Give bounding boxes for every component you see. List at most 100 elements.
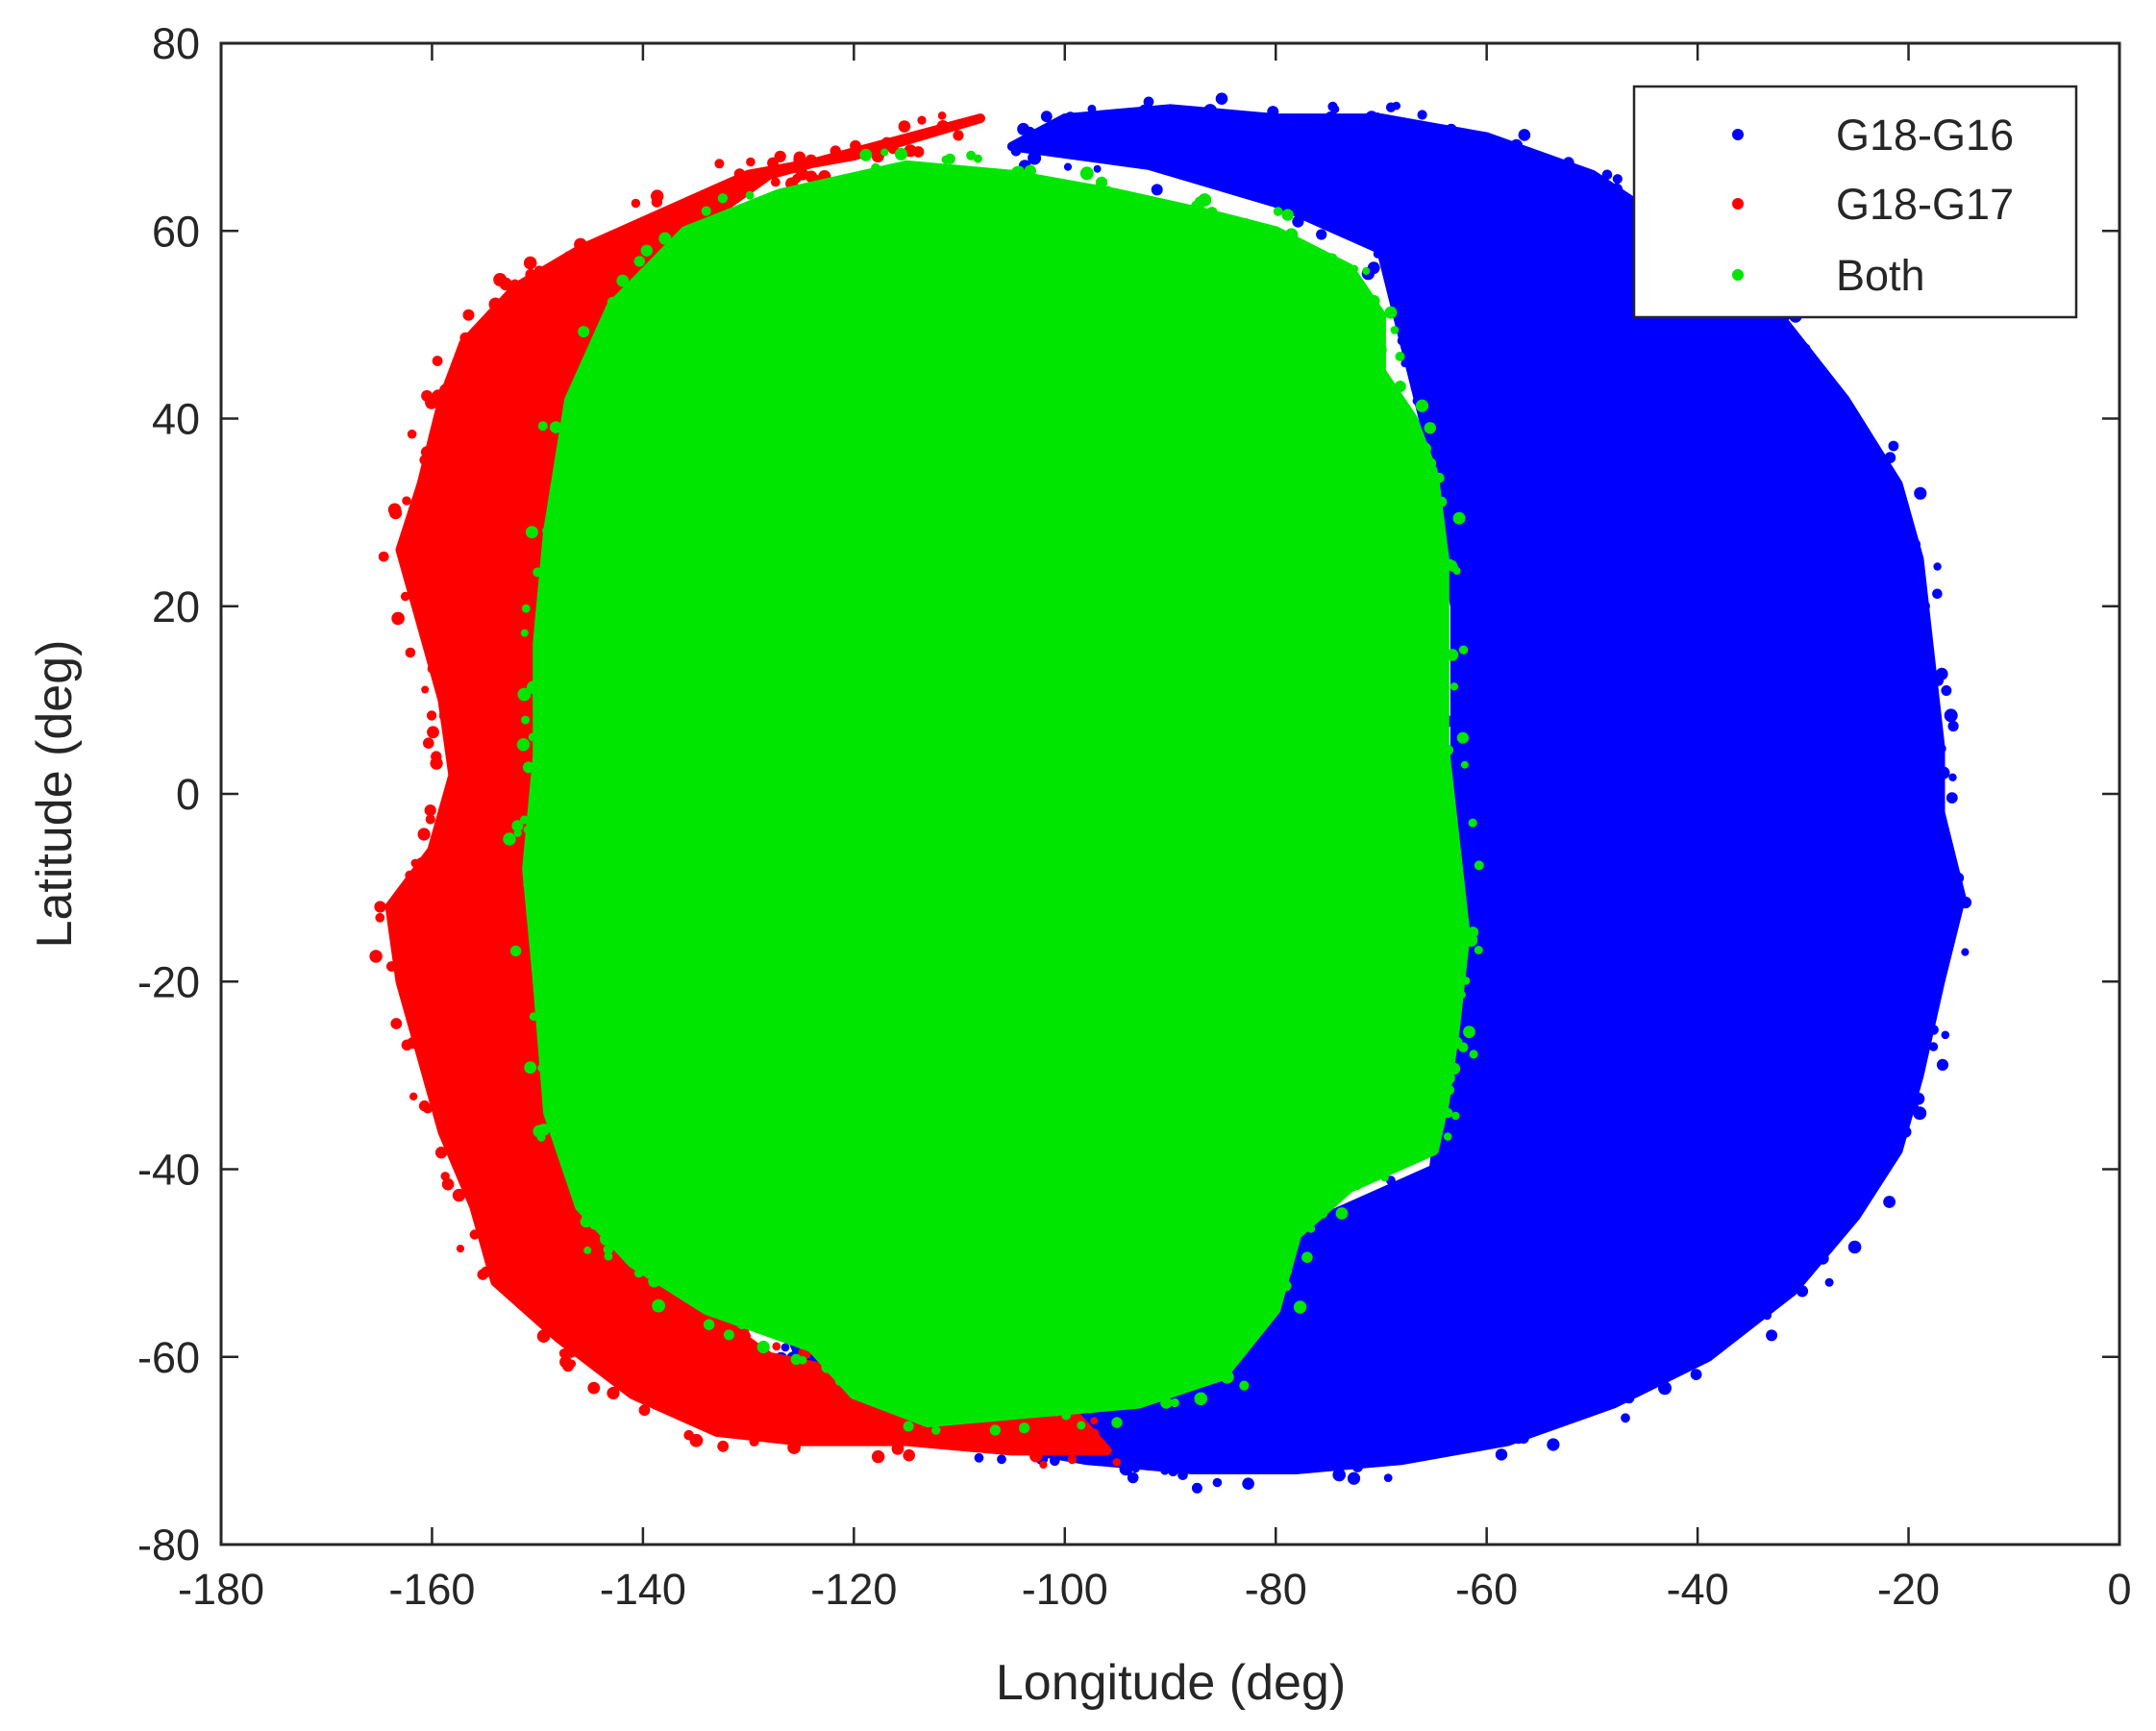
data-point — [821, 1361, 832, 1373]
data-point — [1194, 1392, 1208, 1406]
data-point — [767, 157, 780, 169]
data-point — [869, 168, 880, 179]
data-point — [1896, 562, 1905, 572]
data-point — [1796, 1285, 1809, 1298]
data-point — [1920, 942, 1930, 953]
data-point — [1450, 682, 1459, 691]
data-point — [1460, 760, 1469, 769]
data-point — [1350, 1177, 1363, 1191]
data-point — [1415, 399, 1429, 412]
data-point — [554, 990, 563, 1001]
data-point — [749, 1436, 759, 1447]
data-point — [424, 804, 436, 817]
data-point — [1468, 818, 1477, 828]
data-point — [426, 514, 440, 528]
data-point — [450, 377, 462, 389]
data-point — [1842, 1193, 1851, 1202]
data-point — [639, 266, 652, 279]
data-point — [374, 901, 386, 913]
data-point — [1365, 111, 1378, 124]
data-point — [375, 912, 385, 923]
data-point — [1926, 779, 1938, 791]
data-point — [1433, 1440, 1448, 1453]
data-point — [1067, 1454, 1078, 1465]
data-point — [427, 663, 437, 674]
data-point — [530, 952, 541, 962]
data-point — [561, 477, 575, 489]
data-point — [1939, 862, 1947, 871]
data-point — [1024, 164, 1037, 177]
data-point — [1436, 812, 1448, 824]
data-point — [1884, 487, 1896, 499]
data-point — [1357, 1453, 1366, 1463]
data-point — [781, 1343, 790, 1352]
data-point — [450, 825, 458, 834]
data-point — [731, 210, 744, 222]
data-point — [1410, 383, 1421, 392]
data-point — [369, 950, 383, 963]
data-point — [458, 773, 468, 783]
y-tick-label: 20 — [152, 582, 200, 631]
data-point — [793, 151, 806, 164]
data-point — [704, 1275, 712, 1284]
data-point — [1138, 196, 1152, 210]
data-point — [1326, 253, 1338, 264]
data-point — [1575, 173, 1590, 187]
data-point — [760, 1343, 770, 1351]
data-point — [1437, 1183, 1447, 1193]
data-point — [1401, 1146, 1410, 1154]
data-point — [1458, 645, 1469, 655]
data-point — [1937, 766, 1950, 779]
data-point — [850, 139, 861, 152]
data-point — [1934, 794, 1943, 803]
data-point — [1443, 1132, 1452, 1141]
x-tick-label: -20 — [1877, 1565, 1940, 1614]
y-tick-label: 60 — [152, 207, 200, 256]
data-point — [772, 1342, 781, 1351]
data-point — [526, 680, 540, 695]
data-point — [709, 185, 719, 194]
data-point — [610, 329, 624, 341]
data-point — [1426, 487, 1441, 502]
data-point — [548, 1096, 561, 1109]
data-point — [616, 274, 630, 287]
y-tick-label: -20 — [137, 957, 200, 1006]
data-point — [1353, 297, 1368, 310]
legend-box — [1632, 85, 2078, 319]
data-point — [1929, 958, 1939, 969]
data-point — [1218, 217, 1227, 226]
legend-label-g18-g16: G18-G16 — [1836, 111, 2014, 160]
data-point — [723, 1329, 734, 1341]
data-point — [709, 234, 722, 246]
data-point — [771, 177, 781, 187]
data-point — [895, 147, 907, 161]
data-point — [798, 1355, 807, 1365]
data-point — [574, 237, 587, 252]
data-point — [1169, 1382, 1178, 1392]
data-point — [1112, 138, 1126, 152]
data-point — [544, 1317, 554, 1326]
data-point — [1028, 151, 1042, 165]
data-point — [410, 858, 420, 868]
data-point — [634, 1269, 644, 1278]
data-point — [1219, 1350, 1231, 1364]
data-point — [1400, 359, 1409, 368]
legend-label-both: Both — [1836, 251, 1925, 300]
data-point — [1784, 333, 1798, 346]
data-point — [622, 301, 631, 310]
data-point — [583, 1246, 592, 1254]
data-point — [1888, 440, 1899, 452]
data-point — [1133, 124, 1146, 136]
legend-label-g18-g17: G18-G17 — [1836, 180, 2014, 229]
data-point — [647, 235, 657, 244]
data-point — [1235, 1329, 1246, 1341]
data-point — [568, 442, 580, 454]
data-point — [405, 954, 413, 964]
data-point — [1356, 344, 1367, 355]
data-point — [407, 429, 417, 439]
data-point — [1499, 1418, 1513, 1431]
data-point — [1938, 942, 1947, 951]
data-point — [542, 526, 552, 535]
data-point — [458, 1171, 470, 1183]
data-point — [1017, 122, 1029, 136]
